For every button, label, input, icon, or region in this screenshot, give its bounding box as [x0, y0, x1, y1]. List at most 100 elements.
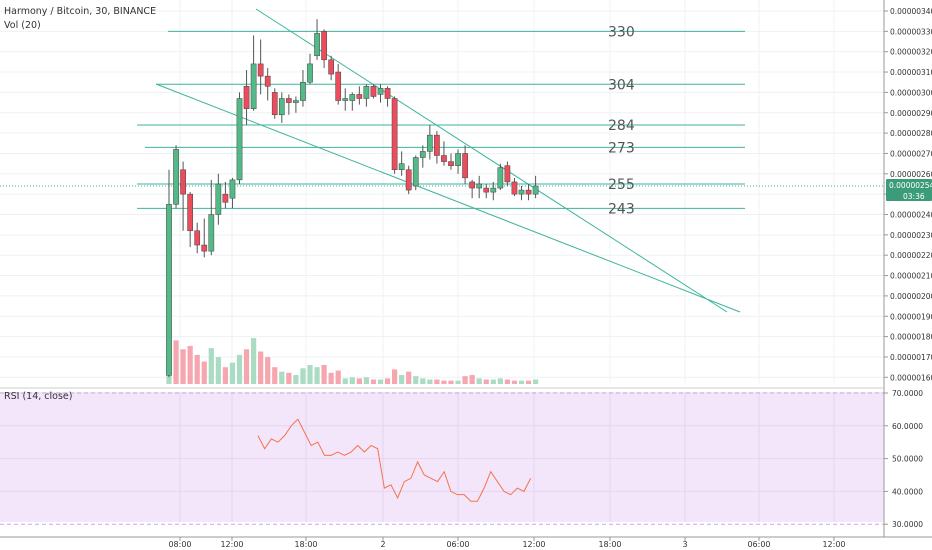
- candle-body: [166, 204, 172, 376]
- level-label: 304: [608, 77, 635, 93]
- volume-bar: [533, 379, 539, 384]
- horizontal-levels: 330 304 284 273 255 243: [0, 24, 884, 217]
- trend-line-upper: [255, 8, 728, 313]
- rsi-tick-label: 30.0000: [892, 520, 923, 529]
- candle-body: [419, 151, 426, 158]
- volume-bar: [180, 349, 186, 384]
- candle-body: [215, 183, 222, 215]
- volume-bar: [173, 340, 179, 384]
- volume-bar: [328, 372, 334, 384]
- volume-bar: [377, 379, 384, 384]
- candle-body: [271, 92, 278, 116]
- candle-body: [222, 193, 229, 203]
- volume-bar: [356, 378, 362, 384]
- volume-bar: [236, 354, 243, 384]
- price-tick-label: 0.00000300: [890, 88, 932, 97]
- volume-bar: [243, 349, 250, 384]
- volume-bar: [370, 379, 377, 384]
- candle-body: [434, 134, 440, 156]
- price-tick-label: 0.00000260: [890, 170, 932, 179]
- volume-bar: [307, 364, 313, 384]
- candle-body: [525, 189, 532, 195]
- candle-body: [412, 157, 419, 187]
- rsi-tick-label: 70.0000: [892, 389, 923, 398]
- price-tick-label: 0.00000220: [890, 251, 932, 260]
- level-label: 273: [608, 140, 635, 156]
- candle-body: [497, 167, 504, 189]
- candle-body: [180, 169, 186, 195]
- candle-body: [483, 187, 490, 193]
- volume-bar: [222, 367, 228, 384]
- volume-bar: [194, 354, 200, 384]
- volume-bar: [427, 379, 433, 384]
- volume-bar: [335, 370, 341, 384]
- price-tick-label: 0.00000190: [890, 312, 932, 321]
- trend-lines: [155, 8, 741, 313]
- candle-body: [455, 153, 461, 166]
- volume-bar: [342, 378, 348, 384]
- volume-bar: [384, 378, 391, 384]
- candle-body: [328, 59, 334, 75]
- volume-bar: [497, 378, 503, 384]
- volume-bar: [525, 380, 532, 384]
- symbol-title: Harmony / Bitcoin, 30, BINANCE: [4, 6, 156, 17]
- candle-body: [490, 187, 497, 193]
- level-label: 284: [608, 118, 635, 134]
- price-tick-label: 0.00000200: [890, 292, 932, 301]
- time-tick-label: 12:00: [522, 540, 545, 549]
- time-tick-label: 12:00: [220, 540, 243, 549]
- candle-body: [384, 88, 391, 99]
- main-pane[interactable]: [0, 0, 884, 384]
- time-tick-label: 06:00: [446, 540, 469, 549]
- candle-body: [448, 161, 454, 166]
- candle-body: [349, 94, 356, 101]
- candle-body: [370, 86, 377, 97]
- candle-body: [187, 193, 194, 232]
- candle-body: [201, 244, 208, 252]
- volume-bar: [518, 380, 525, 384]
- candle-body: [427, 134, 433, 152]
- volume-label: Vol (20): [4, 20, 41, 31]
- candle-body: [462, 153, 468, 179]
- volume-bar: [314, 367, 320, 384]
- price-tick-label: 0.00000330: [890, 27, 932, 36]
- rsi-band: [0, 392, 884, 522]
- level-label: 243: [608, 201, 635, 217]
- candle-body: [307, 63, 313, 83]
- volume-bar: [399, 375, 405, 384]
- rsi-tick-label: 60.0000: [892, 422, 923, 431]
- volume-bar: [279, 371, 285, 384]
- candle-body: [504, 165, 511, 183]
- price-tick-label: 0.00000270: [890, 149, 932, 158]
- volume-bar: [420, 378, 426, 384]
- volume-bars: [166, 328, 539, 384]
- price-tick-label: 0.00000320: [890, 48, 932, 57]
- candle-body: [278, 98, 285, 116]
- candle-body: [511, 181, 518, 195]
- price-tick-label: 0.00000290: [890, 109, 932, 118]
- volume-bar: [187, 345, 193, 384]
- candle-body: [391, 98, 398, 170]
- candle-body: [335, 71, 342, 101]
- candle-body: [208, 214, 215, 252]
- volume-bar: [215, 357, 221, 384]
- volume-bar: [476, 378, 482, 384]
- volume-bar: [272, 367, 278, 384]
- price-tick-label: 0.00000240: [890, 211, 932, 220]
- price-tick-label: 0.00000170: [890, 353, 932, 362]
- volume-bar: [441, 380, 447, 384]
- rsi-tick-label: 40.0000: [892, 487, 923, 496]
- time-tick-label: 08:00: [168, 540, 191, 549]
- price-tick-label: 0.00000230: [890, 231, 932, 240]
- rsi-label: RSI (14, close): [4, 391, 72, 402]
- candle-body: [286, 98, 292, 103]
- candle-body: [194, 230, 201, 246]
- candle-body: [300, 81, 306, 101]
- volume-bar: [265, 357, 271, 384]
- volume-bar: [413, 376, 419, 384]
- time-tick-label: 18:00: [598, 540, 621, 549]
- volume-bar: [469, 375, 475, 384]
- volume-bar: [406, 371, 412, 384]
